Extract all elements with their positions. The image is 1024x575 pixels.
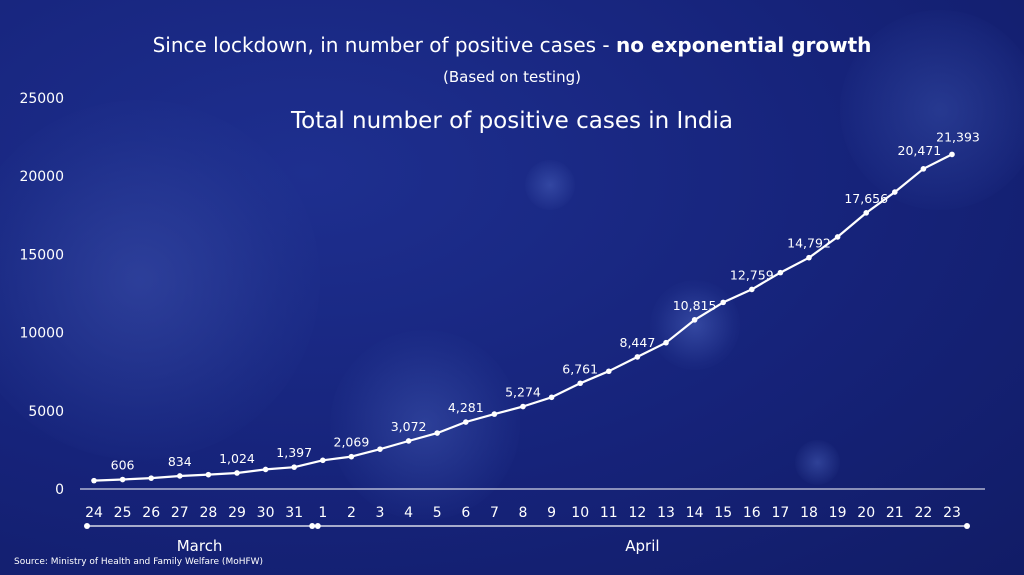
data-point xyxy=(920,166,927,172)
data-point xyxy=(234,470,240,476)
x-tick-label: 10 xyxy=(571,505,589,521)
data-point xyxy=(205,471,212,478)
x-tick-label: 24 xyxy=(85,505,103,521)
x-tick-label: 31 xyxy=(285,505,303,521)
data-label: 2,069 xyxy=(334,435,370,450)
x-tick-label: 2 xyxy=(347,505,356,521)
x-tick-label: 5 xyxy=(433,505,442,521)
data-point xyxy=(91,477,97,484)
month-bracket-dot xyxy=(84,523,90,529)
x-tick-label: 22 xyxy=(914,505,932,521)
slide-title-emphasis: no exponential growth xyxy=(615,33,872,57)
data-label: 5,274 xyxy=(505,385,541,400)
slide-title-main: Since lockdown, in number of positive ca… xyxy=(152,33,616,57)
data-point xyxy=(262,466,269,473)
x-tick-label: 16 xyxy=(743,505,761,521)
x-tick-label: 27 xyxy=(171,505,189,521)
x-tick-label: 18 xyxy=(800,505,818,521)
data-label: 1,024 xyxy=(219,451,255,466)
data-point xyxy=(720,299,726,306)
data-point xyxy=(291,464,298,470)
data-label: 10,815 xyxy=(673,298,717,313)
data-point xyxy=(520,403,526,410)
data-point xyxy=(348,453,355,460)
data-point xyxy=(777,269,784,276)
month-bracket-dot xyxy=(964,523,970,529)
x-tick-label: 6 xyxy=(461,505,470,521)
data-label: 20,471 xyxy=(898,143,942,158)
data-label: 8,447 xyxy=(620,335,656,350)
data-point xyxy=(405,438,412,444)
data-point xyxy=(606,368,612,375)
data-label: 1,397 xyxy=(276,445,312,460)
x-tick-label: 7 xyxy=(490,505,499,521)
x-tick-label: 3 xyxy=(376,505,385,521)
month-label: April xyxy=(625,537,659,555)
chart-title: Total number of positive cases in India xyxy=(291,108,733,134)
data-point xyxy=(949,151,955,158)
data-point xyxy=(119,476,126,483)
x-tick-label: 17 xyxy=(771,505,789,521)
data-label: 834 xyxy=(168,454,192,469)
slide-title: Since lockdown, in number of positive ca… xyxy=(0,33,1024,57)
x-tick-label: 20 xyxy=(857,505,875,521)
data-label: 4,281 xyxy=(448,400,484,415)
y-tick-label: 25000 xyxy=(19,91,64,107)
data-point xyxy=(806,254,812,261)
data-point xyxy=(892,189,898,195)
data-label: 3,072 xyxy=(391,419,427,434)
x-tick-label: 13 xyxy=(657,505,675,521)
data-point xyxy=(749,286,755,293)
x-tick-label: 8 xyxy=(519,505,528,521)
x-tick-label: 21 xyxy=(886,505,904,521)
data-point xyxy=(377,446,383,452)
y-tick-label: 10000 xyxy=(19,326,64,342)
data-label: 6,761 xyxy=(562,361,598,376)
data-point xyxy=(148,475,154,481)
y-tick-label: 20000 xyxy=(19,169,64,185)
y-tick-label: 5000 xyxy=(28,404,64,420)
x-tick-label: 23 xyxy=(943,505,961,521)
x-tick-label: 28 xyxy=(199,505,217,521)
data-point xyxy=(177,473,183,479)
x-tick-label: 26 xyxy=(142,505,160,521)
data-label: 17,656 xyxy=(844,191,888,206)
data-point xyxy=(548,394,555,401)
x-tick-label: 12 xyxy=(628,505,646,521)
data-label: 606 xyxy=(111,458,135,473)
data-label: 12,759 xyxy=(730,267,774,282)
x-tick-label: 25 xyxy=(114,505,132,521)
data-point xyxy=(434,430,441,436)
x-tick-label: 11 xyxy=(600,505,618,521)
x-tick-label: 19 xyxy=(829,505,847,521)
data-point xyxy=(491,411,498,417)
x-tick-label: 30 xyxy=(257,505,275,521)
data-point xyxy=(577,380,583,387)
data-point xyxy=(663,339,669,346)
data-point xyxy=(634,354,641,360)
data-point xyxy=(691,317,698,323)
x-tick-label: 14 xyxy=(686,505,704,521)
x-tick-label: 1 xyxy=(318,505,327,521)
y-tick-label: 15000 xyxy=(19,247,64,263)
data-point xyxy=(863,210,869,216)
data-point xyxy=(463,419,469,425)
month-bracket-dot xyxy=(309,523,316,529)
x-tick-label: 29 xyxy=(228,505,246,521)
x-tick-label: 9 xyxy=(547,505,556,521)
y-tick-label: 0 xyxy=(55,482,64,498)
month-bracket-dot xyxy=(314,523,321,529)
data-label: 14,792 xyxy=(787,236,831,251)
data-label: 21,393 xyxy=(936,129,980,144)
x-tick-label: 15 xyxy=(714,505,732,521)
data-point xyxy=(320,457,326,464)
data-point xyxy=(834,234,841,240)
month-label: March xyxy=(177,537,223,555)
series-line xyxy=(93,153,953,482)
x-tick-label: 4 xyxy=(404,505,413,521)
slide-subtitle: (Based on testing) xyxy=(443,68,581,86)
source-note: Source: Ministry of Health and Family We… xyxy=(14,557,264,567)
